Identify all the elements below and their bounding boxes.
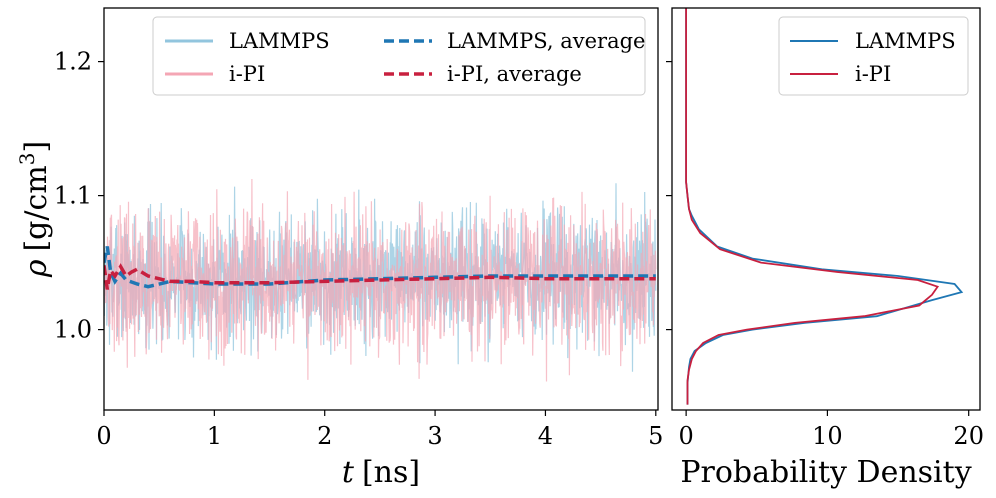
y-tick-label: 1.1 xyxy=(54,182,92,210)
legend-label-ipi-average: i-PI, average xyxy=(447,62,582,86)
density-curves xyxy=(685,8,964,405)
left-y-ticks: 1.0 1.1 1.2 xyxy=(54,48,104,344)
legend-label-lammps-average: LAMMPS, average xyxy=(447,29,645,53)
line-i-pi-average xyxy=(104,263,656,290)
x-tick-label: 0 xyxy=(678,422,693,450)
x-tick-label: 4 xyxy=(538,422,553,450)
time-series-panel: 0 1 2 3 4 5 1.0 1.1 1.2 t [ns] ρ[g/cm3] LAMMPS i… xyxy=(15,7,663,490)
left-y-axis-label: ρ[g/cm3] xyxy=(15,141,54,278)
legend-label-lammps: LAMMPS xyxy=(229,29,330,53)
right-x-ticks: 0 10 20 xyxy=(678,410,984,450)
right-plot-frame xyxy=(671,7,981,411)
trace-i-pi xyxy=(104,178,657,382)
average-lines xyxy=(104,246,656,290)
density-i-pi xyxy=(685,8,940,405)
right-x-axis-label: Probability Density xyxy=(680,455,971,490)
x-tick-label: 1 xyxy=(207,422,222,450)
right-y-ticks xyxy=(666,60,672,331)
left-x-ticks: 0 1 2 3 4 5 xyxy=(96,410,663,450)
fluctuation-traces xyxy=(104,178,657,382)
legend-label-density-ipi: i-PI xyxy=(855,62,891,86)
density-panel: 0 10 20 Probability Density LAMMPS i-PI xyxy=(666,7,984,490)
x-tick-label: 3 xyxy=(427,422,442,450)
legend-label-density-lammps: LAMMPS xyxy=(855,29,956,53)
x-tick-label: 20 xyxy=(953,422,984,450)
left-legend: LAMMPS i-PI LAMMPS, average i-PI, averag… xyxy=(152,16,646,96)
right-legend-box xyxy=(778,16,969,96)
y-tick-label: 1.2 xyxy=(54,48,92,76)
left-x-axis-label: t [ns] xyxy=(342,455,420,490)
left-plot-frame xyxy=(103,7,659,411)
x-tick-label: 2 xyxy=(317,422,332,450)
legend-label-ipi: i-PI xyxy=(229,62,265,86)
right-legend: LAMMPS i-PI xyxy=(778,16,969,96)
x-tick-label: 10 xyxy=(812,422,843,450)
left-legend-box xyxy=(152,16,646,96)
y-tick-label: 1.0 xyxy=(54,316,92,344)
x-tick-label: 0 xyxy=(96,422,111,450)
x-tick-label: 5 xyxy=(648,422,663,450)
